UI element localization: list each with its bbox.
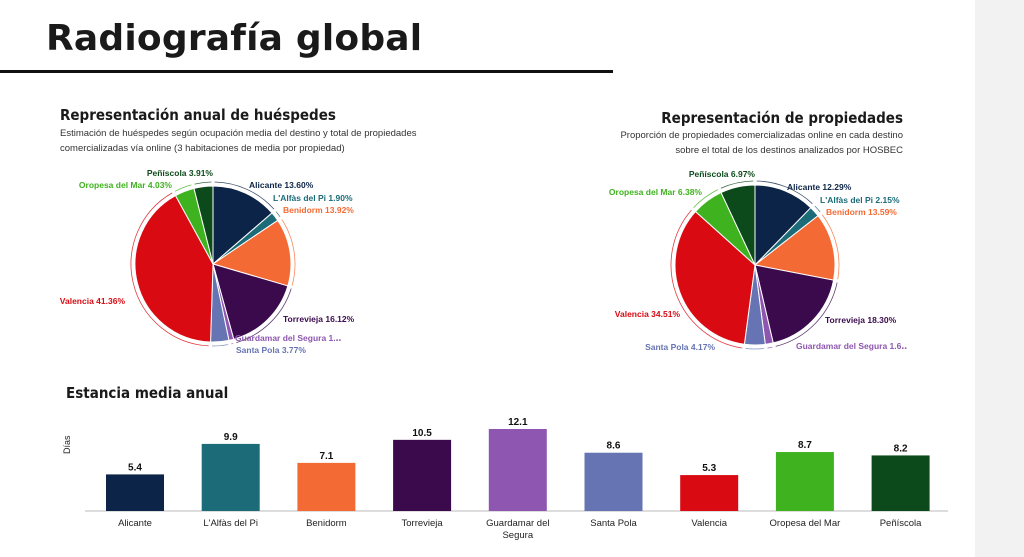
properties-chart-title: Representación de propiedades: [661, 109, 903, 127]
stay-category-label-santa-pola: Santa Pola: [590, 518, 637, 529]
guests-pie-chart: Alicante 13.60% L'Alfàs del Pi 1.90% Benid…: [60, 168, 355, 355]
stay-chart-title: Estancia media anual: [66, 384, 229, 402]
properties-slice-label-guardamar-del-segura: Guardamar del Segura 1.6‥: [796, 341, 907, 351]
guests-subtitle-line-2: comercializadas vía online (3 habitacion…: [60, 143, 345, 154]
guests-slice-bracket-alicante: [214, 181, 275, 210]
properties-slice-bracket-peniscola: [720, 180, 754, 189]
properties-slice-bracket-l-alfas-del-pi: [814, 205, 821, 213]
guests-slice-label-benidorm: Benidorm 13.92%: [283, 205, 354, 215]
guests-slice-bracket-santa-pola: [212, 344, 229, 347]
properties-slice-label-peniscola: Peñíscola 6.97%: [689, 169, 756, 179]
stay-value-label-alicante: 5.4: [128, 462, 142, 473]
side-panel: [975, 0, 1024, 557]
stay-category-label-oropesa-del-mar: Oropesa del Mar: [770, 518, 841, 529]
guests-slice-alicante: [212, 185, 273, 266]
stay-value-label-l-alfas-del-pi: 9.9: [224, 432, 238, 443]
properties-slice-benidorm: [753, 215, 836, 281]
properties-chart-subtitle: Proporción de propiedades comercializada…: [560, 128, 903, 158]
stay-category-label-guardamar-del-segura: Segura: [502, 530, 533, 541]
guests-slice-bracket-torrevieja: [236, 288, 292, 343]
stay-bar-alicante: [106, 474, 164, 511]
properties-slice-alicante: [754, 184, 812, 267]
guests-slice-label-guardamar-del-segura: Guardamar del Segura 1.‥: [235, 333, 341, 343]
guests-slice-peniscola: [193, 185, 214, 265]
stay-bar-chart: 5.4 Alicante 9.9 L'Alfàs del Pi 7.1 Benidorm 1…: [85, 417, 948, 541]
guests-slice-bracket-oropesa-del-mar: [174, 184, 192, 192]
properties-subtitle-line-1: Proporción de propiedades comercializada…: [620, 130, 903, 141]
stay-category-label-torrevieja: Torrevieja: [402, 518, 444, 529]
title-rule: [0, 70, 613, 73]
stay-bar-benidorm: [297, 462, 356, 511]
stay-value-label-guardamar-del-segura: 12.1: [508, 417, 528, 428]
properties-slice-bracket-oropesa-del-mar: [693, 189, 719, 208]
properties-slice-bracket-torrevieja: [775, 282, 838, 347]
stay-value-label-peniscola: 8.2: [894, 443, 908, 454]
properties-slice-bracket-valencia: [670, 209, 743, 349]
properties-slice-label-torrevieja: Torrevieja 18.30%: [825, 315, 897, 325]
stay-value-label-benidorm: 7.1: [319, 451, 333, 462]
stay-bar-valencia: [680, 475, 739, 511]
guests-slice-bracket-peniscola: [194, 181, 212, 185]
properties-slice-label-oropesa-del-mar: Oropesa del Mar 6.38%: [609, 187, 703, 197]
stay-category-label-l-alfas-del-pi: L'Alfàs del Pi: [203, 518, 258, 529]
properties-slice-label-valencia: Valencia 34.51%: [615, 309, 681, 319]
stay-category-label-valencia: Valencia: [691, 518, 727, 529]
stay-category-label-peniscola: Peñíscola: [880, 518, 922, 529]
properties-slice-bracket-santa-pola: [745, 348, 765, 350]
guests-slice-valencia: [134, 194, 214, 343]
properties-slice-label-benidorm: Benidorm 13.59%: [826, 207, 897, 217]
guests-slice-label-l-alfas-del-pi: L'Alfàs del Pi 1.90%: [273, 193, 353, 203]
guests-slice-bracket-valencia: [130, 192, 209, 347]
stay-bar-santa-pola: [584, 452, 643, 511]
stay-bar-oropesa-del-mar: [775, 452, 834, 511]
properties-slice-label-l-alfas-del-pi: L'Alfàs del Pi 2.15%: [820, 195, 900, 205]
page-title: Radiografía global: [46, 18, 423, 59]
properties-slice-bracket-alicante: [756, 180, 813, 204]
stay-value-label-santa-pola: 8.6: [607, 441, 621, 452]
stay-category-label-guardamar-del-segura: Guardamar del: [486, 518, 549, 529]
stay-value-label-valencia: 5.3: [702, 463, 716, 474]
guests-slice-label-torrevieja: Torrevieja 16.12%: [283, 314, 355, 324]
stay-bar-l-alfas-del-pi: [201, 443, 260, 511]
slide: Radiografía global Representación anual …: [0, 18, 948, 541]
stay-category-label-benidorm: Benidorm: [306, 518, 347, 529]
stay-value-label-torrevieja: 10.5: [412, 428, 432, 439]
stay-bar-peniscola: [871, 455, 930, 511]
properties-slice-torrevieja: [754, 264, 835, 344]
guests-slice-label-alicante: Alicante 13.60%: [249, 180, 314, 190]
guests-slice-label-peniscola: Peñíscola 3.91%: [147, 168, 214, 178]
properties-subtitle-line-2: sobre el total de los destinos analizado…: [675, 145, 903, 156]
stay-bar-torrevieja: [393, 439, 452, 511]
stay-bar-guardamar-del-segura: [488, 429, 547, 511]
guests-slice-label-valencia: Valencia 41.36%: [60, 296, 126, 306]
properties-slice-bracket-guardamar-del-segura: [767, 346, 773, 349]
properties-pie-chart: Alicante 12.29% L'Alfàs del Pi 2.15% Benid…: [609, 169, 907, 352]
properties-slice-label-santa-pola: Santa Pola 4.17%: [645, 342, 715, 352]
guests-subtitle-line-1: Estimación de huéspedes según ocupación …: [60, 128, 417, 139]
stay-value-label-oropesa-del-mar: 8.7: [798, 440, 812, 451]
guests-slice-bracket-l-alfas-del-pi: [275, 211, 281, 218]
guests-chart-title: Representación anual de huéspedes: [60, 106, 336, 124]
properties-slice-bracket-benidorm: [821, 214, 840, 280]
guests-slice-torrevieja: [212, 263, 289, 340]
guests-slice-label-santa-pola: Santa Pola 3.77%: [236, 345, 306, 355]
properties-slice-label-alicante: Alicante 12.29%: [787, 182, 852, 192]
properties-slice-peniscola: [720, 184, 756, 266]
properties-slice-valencia: [674, 210, 756, 345]
guests-slice-label-oropesa-del-mar: Oropesa del Mar 4.03%: [79, 180, 173, 190]
guests-chart-subtitle: Estimación de huéspedes según ocupación …: [60, 126, 440, 156]
stay-category-label-alicante: Alicante: [118, 518, 152, 529]
guests-slice-bracket-benidorm: [281, 219, 296, 286]
